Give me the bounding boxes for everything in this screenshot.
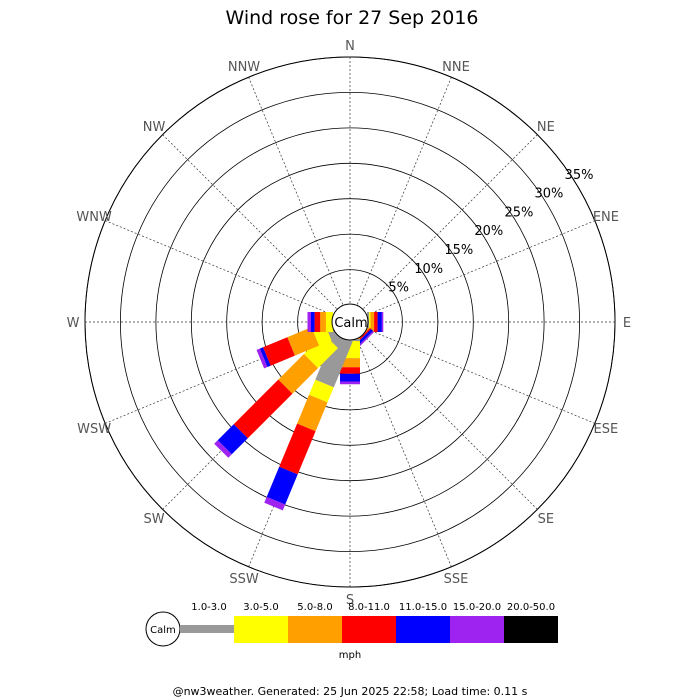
direction-label-n: N (345, 39, 355, 54)
direction-label-nne: NNE (442, 60, 470, 75)
grid-ring-5 (155, 127, 545, 517)
legend-swatch-2 (234, 616, 288, 643)
bar-sw-bin-2 (303, 334, 338, 369)
direction-label-se: SE (538, 512, 554, 527)
spoke-nw (162, 134, 337, 309)
bar-sw-bin-4 (233, 379, 293, 439)
bar-e-bin-2 (369, 312, 371, 332)
legend-swatch-6 (450, 616, 504, 643)
direction-label-ene: ENE (593, 210, 619, 225)
direction-label-w: W (67, 316, 80, 331)
direction-label-sw: SW (144, 512, 165, 527)
bar-e-bin-6 (381, 312, 384, 332)
bar-s-bin-3 (340, 358, 360, 368)
legend-swatch-1 (180, 625, 234, 633)
chart-title: Wind rose for 27 Sep 2016 (225, 7, 478, 29)
legend-label-1: 1.0-3.0 (191, 602, 226, 613)
bar-wsw-bin-6 (256, 348, 268, 369)
direction-label-wsw: WSW (77, 422, 111, 437)
direction-label-nnw: NNW (228, 60, 260, 75)
bar-ssw-bin-4 (279, 423, 316, 475)
legend-unit-label: mph (339, 650, 361, 661)
bar-e-bin-3 (370, 312, 375, 332)
spoke-wnw (105, 220, 333, 316)
bar-se-bin-6 (359, 331, 375, 347)
bar-ssw-bin-6 (264, 496, 286, 511)
bar-ssw-bin-1 (315, 333, 353, 388)
ring-label-25: 25% (504, 206, 533, 221)
calm-circle (331, 303, 369, 341)
legend-label-7: 20.0-50.0 (507, 602, 555, 613)
bar-sw-bin-6 (214, 440, 232, 458)
bar-w-bin-5 (311, 312, 315, 332)
spoke-nne (356, 77, 452, 305)
direction-label-ssw: SSW (229, 572, 259, 587)
direction-label-e: E (623, 316, 631, 331)
bar-w-bin-2 (325, 312, 333, 332)
bar-sw-bin-3 (278, 354, 318, 394)
direction-label-nw: NW (143, 120, 166, 135)
direction-label-wnw: WNW (76, 210, 112, 225)
bar-w-bin-6 (307, 312, 311, 332)
wind-bars (214, 312, 384, 511)
bar-ssw-bin-5 (266, 466, 298, 505)
footer-text: @nw3weather. Generated: 25 Jun 2025 22:5… (173, 685, 528, 698)
bar-wsw-bin-5 (259, 347, 271, 367)
legend-label-4: 8.0-11.0 (348, 602, 390, 613)
legend-swatch-7 (504, 616, 558, 643)
ring-label-5: 5% (388, 281, 409, 296)
bar-wsw-bin-4 (263, 337, 295, 366)
bar-s-bin-6 (340, 381, 360, 385)
direction-label-s: S (346, 593, 354, 608)
spoke-sse (356, 339, 452, 567)
spoke-nnw (248, 77, 344, 305)
bar-s-bin-5 (340, 373, 360, 382)
direction-label-ne: NE (537, 120, 555, 135)
legend-swatch-4 (342, 616, 396, 643)
legend-swatch-5 (396, 616, 450, 643)
ring-label-30: 30% (534, 187, 563, 202)
spoke-ene (367, 220, 595, 316)
legend-label-2: 3.0-5.0 (243, 602, 278, 613)
spoke-ese (367, 328, 595, 424)
bar-ssw-bin-2 (309, 379, 334, 403)
bar-w-bin-4 (314, 312, 321, 332)
ring-label-15: 15% (444, 243, 473, 258)
calm-center: Calm (331, 303, 369, 341)
legend-calm-label: Calm (150, 625, 176, 636)
direction-labels: N NNE NE ENE E ESE SE SSE S SSW SW WSW W WNW NW NNW (67, 39, 632, 608)
bar-s-bin-4 (340, 367, 360, 374)
bar-ssw-bin-3 (297, 394, 328, 432)
ring-label-10: 10% (414, 262, 443, 277)
direction-label-sse: SSE (444, 572, 469, 587)
grid-ring-4 (190, 162, 510, 482)
spoke-se (363, 335, 538, 510)
bar-e-bin-4 (374, 312, 378, 332)
bar-wsw-bin-3 (287, 327, 320, 356)
bar-e-bin-5 (377, 312, 382, 332)
legend-label-6: 15.0-20.0 (453, 602, 501, 613)
direction-label-ese: ESE (594, 422, 619, 437)
legend-label-3: 5.0-8.0 (297, 602, 332, 613)
ring-labels: 5% 10%15%20%25%30%35% (388, 168, 593, 296)
grid-ring-6 (119, 91, 581, 553)
legend-label-5: 11.0-15.0 (399, 602, 447, 613)
legend-swatch-3 (288, 616, 342, 643)
bar-w-bin-3 (320, 312, 326, 332)
spoke-ne (363, 134, 538, 309)
bar-se-bin-5 (357, 329, 374, 346)
ring-label-35: 35% (565, 168, 594, 183)
calm-label: Calm (334, 316, 367, 331)
bar-sw-bin-5 (217, 424, 248, 455)
speed-legend: Calm mph 1.0-3.0 3.0-5.0 5.0-8.0 8.0-11.0 11… (145, 602, 558, 661)
ring-label-20: 20% (474, 224, 503, 239)
